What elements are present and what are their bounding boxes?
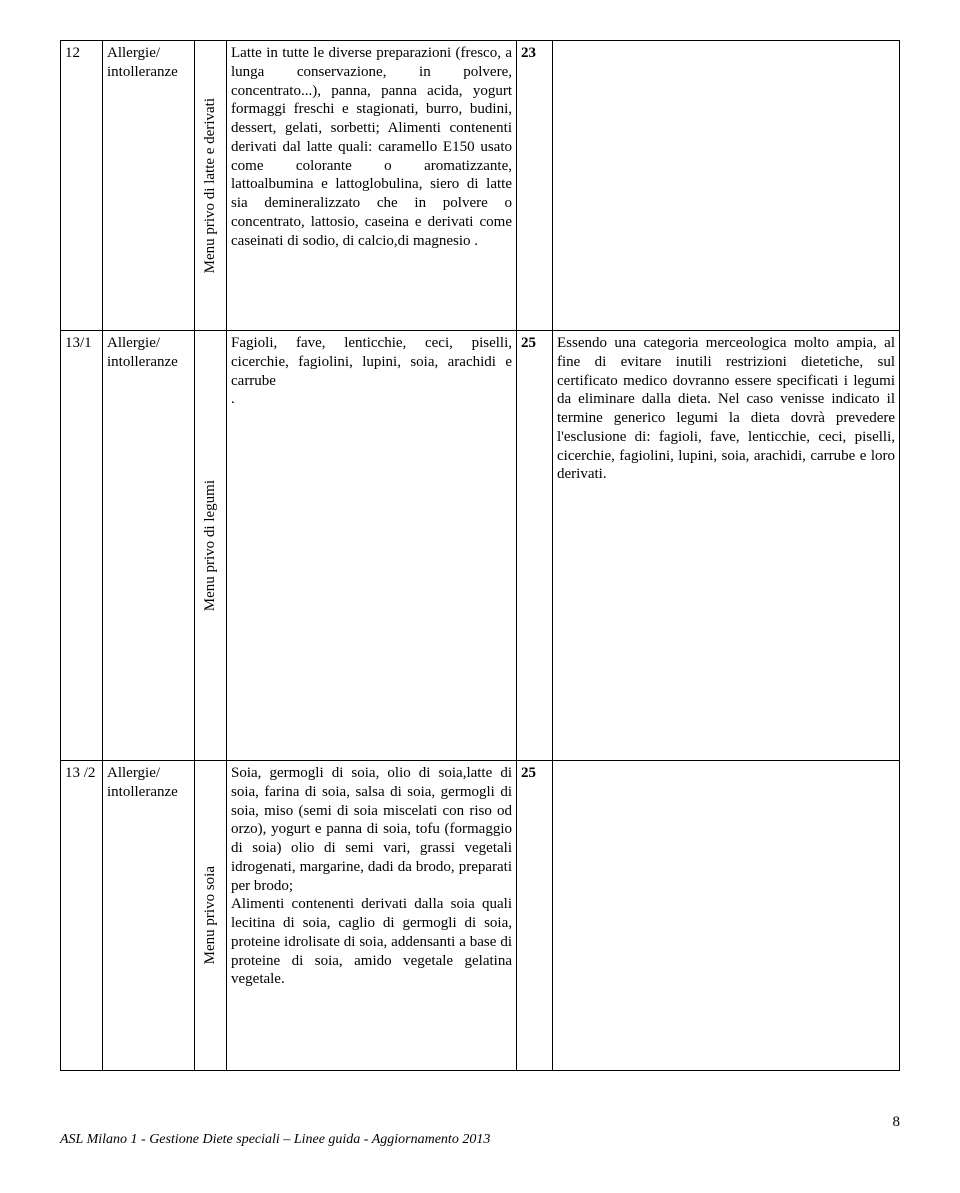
table-row: 13 /2Allergie/ intolleranze Menu privo so… bbox=[61, 761, 900, 1071]
menu-label-cell: Menu privo di latte e derivati bbox=[195, 41, 227, 331]
page-ref-cell: 23 bbox=[517, 41, 553, 331]
notes-cell: Essendo una categoria merceologica molto… bbox=[553, 331, 900, 761]
menu-label-cell: Menu privo di legumi bbox=[195, 331, 227, 761]
menu-label-vertical: Menu privo di latte e derivati bbox=[201, 98, 220, 273]
category-cell: Allergie/ intolleranze bbox=[103, 761, 195, 1071]
menu-label-vertical: Menu privo soia bbox=[201, 866, 220, 964]
notes-cell bbox=[553, 761, 900, 1071]
description-cell: Latte in tutte le diverse preparazioni (… bbox=[227, 41, 517, 331]
row-number: 12 bbox=[61, 41, 103, 331]
description-cell: Soia, germogli di soia, olio di soia,lat… bbox=[227, 761, 517, 1071]
category-cell: Allergie/ intolleranze bbox=[103, 41, 195, 331]
menu-label-cell: Menu privo soia bbox=[195, 761, 227, 1071]
row-number: 13/1 bbox=[61, 331, 103, 761]
notes-cell bbox=[553, 41, 900, 331]
category-cell: Allergie/ intolleranze bbox=[103, 331, 195, 761]
table-row: 13/1Allergie/ intolleranze Menu privo di … bbox=[61, 331, 900, 761]
page-ref-cell: 25 bbox=[517, 331, 553, 761]
page-ref-cell: 25 bbox=[517, 761, 553, 1071]
footer-text: ASL Milano 1 - Gestione Diete speciali –… bbox=[60, 1132, 900, 1148]
menu-label-vertical: Menu privo di legumi bbox=[201, 480, 220, 611]
row-number: 13 /2 bbox=[61, 761, 103, 1071]
table-row: 12Allergie/ intolleranze Menu privo di la… bbox=[61, 41, 900, 331]
description-cell: Fagioli, fave, lenticchie, ceci, piselli… bbox=[227, 331, 517, 761]
page-number: 8 bbox=[893, 1114, 901, 1131]
diet-table: 12Allergie/ intolleranzeMenu privo di la… bbox=[60, 40, 900, 1071]
